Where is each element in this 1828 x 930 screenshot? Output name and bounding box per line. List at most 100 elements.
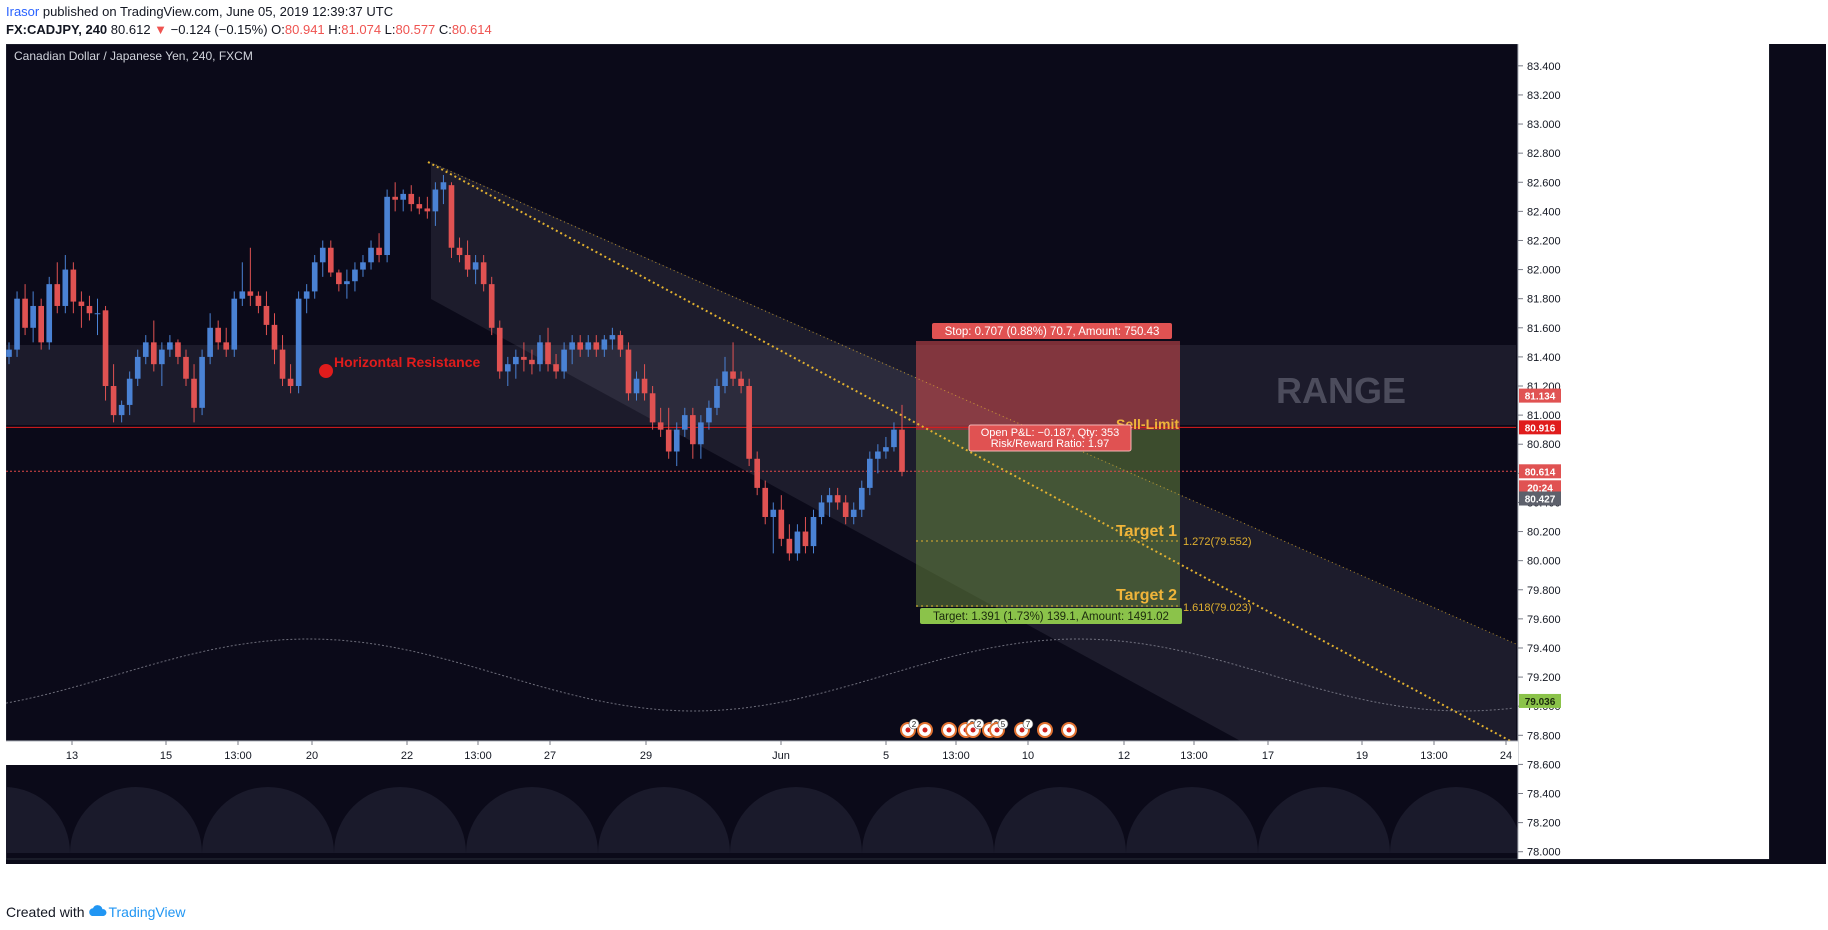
candle: [601, 335, 608, 357]
candle: [850, 502, 857, 525]
candle-body: [802, 531, 809, 547]
candle-body: [239, 291, 246, 299]
candle-body: [432, 189, 439, 212]
price-tag-label: 79.036: [1525, 697, 1556, 708]
tradingview-link[interactable]: TradingView: [108, 904, 186, 920]
candle-body: [746, 386, 752, 459]
candle-body: [54, 284, 61, 306]
candle: [488, 276, 495, 336]
y-tick-label: 79.800: [1527, 585, 1561, 597]
symbol-label: FX:CADJPY, 240: [6, 22, 108, 37]
candle: [191, 364, 197, 423]
event-dot: [1019, 727, 1025, 733]
event-dot: [994, 727, 1000, 733]
candle-body: [488, 284, 495, 328]
candle-body: [424, 208, 431, 212]
candle: [826, 487, 833, 517]
candle: [400, 189, 407, 212]
candle-body: [352, 269, 358, 282]
x-tick-label: 13:00: [1420, 750, 1448, 762]
y-tick-label: 78.800: [1527, 730, 1561, 742]
candle: [786, 524, 793, 561]
cycle-arc: [0, 787, 70, 853]
event-marker: [917, 722, 933, 738]
price-tag-label: 80.427: [1525, 495, 1556, 506]
candle: [183, 349, 189, 387]
candle: [706, 400, 712, 430]
candle-body: [126, 378, 133, 405]
candle: [327, 240, 334, 277]
candle-body: [778, 509, 785, 539]
candle-body: [86, 305, 93, 314]
y-tick-label: 78.600: [1527, 759, 1561, 771]
y-tick-label: 80.800: [1527, 439, 1561, 451]
target-info-text: Target: 1.391 (1.73%) 139.1, Amount: 149…: [933, 611, 1169, 623]
candle-body: [496, 327, 503, 372]
x-tick-label: 13: [66, 750, 78, 762]
x-tick-label: 13:00: [224, 750, 252, 762]
candle-body: [191, 378, 197, 408]
candle: [223, 327, 230, 357]
y-tick-label: 83.400: [1527, 61, 1561, 73]
x-tick-label: 12: [1118, 750, 1130, 762]
last-price: 80.612: [110, 22, 151, 37]
y-tick-label: 78.400: [1527, 789, 1561, 801]
candle: [633, 371, 640, 401]
candle: [472, 255, 479, 285]
candle: [585, 335, 592, 357]
event-dot: [905, 727, 911, 733]
channel-midline: [427, 161, 1517, 745]
candle-body: [810, 516, 817, 547]
x-tick-label: 20: [306, 750, 318, 762]
candle-body: [319, 247, 326, 263]
footer-credit: Created with TradingView: [6, 904, 186, 920]
candle-body: [673, 429, 680, 452]
candle-body: [850, 509, 857, 517]
candle: [730, 342, 736, 387]
candle: [199, 349, 205, 416]
sell-limit-label: Sell-Limit: [1116, 416, 1179, 432]
candle: [287, 364, 294, 394]
price-tag-label: 81.134: [1525, 392, 1556, 403]
candle-body: [513, 356, 519, 365]
candle: [722, 356, 728, 394]
price-tag-stop: [1519, 388, 1561, 403]
candle: [247, 247, 254, 306]
price-tag-label: 80.916: [1525, 423, 1556, 434]
chart-container[interactable]: Canadian Dollar / Japanese Yen, 240, FXC…: [0, 43, 1826, 864]
author-link[interactable]: Irasor: [6, 4, 40, 19]
candle: [770, 502, 777, 554]
candle-body: [681, 415, 688, 430]
channel-upper: [435, 164, 1517, 645]
candle: [681, 407, 688, 437]
y-tick-label: 83.200: [1527, 90, 1561, 102]
candle-body: [223, 342, 230, 350]
candle-body: [593, 342, 600, 350]
candle: [504, 356, 511, 387]
price-chart[interactable]: Canadian Dollar / Japanese Yen, 240, FXC…: [0, 43, 1826, 864]
stop-info-text: Stop: 0.707 (0.88%) 70.7, Amount: 750.43: [945, 326, 1160, 338]
candle-body: [569, 342, 575, 350]
candle-body: [183, 356, 189, 379]
candle-body: [657, 422, 664, 430]
target-info-box: [920, 608, 1182, 624]
candle-body: [38, 305, 44, 343]
candle: [842, 495, 849, 525]
candle-body: [368, 247, 374, 263]
y-tick-label: 79.200: [1527, 672, 1561, 684]
y-tick-label: 81.000: [1527, 410, 1561, 422]
candle-body: [690, 415, 696, 445]
candle: [464, 240, 471, 277]
candle-body: [279, 349, 286, 379]
candle-body: [360, 262, 366, 270]
candle: [30, 291, 36, 343]
candle: [698, 415, 704, 459]
event-marker: [941, 722, 957, 738]
candle: [14, 291, 20, 357]
price-tag-target: [1519, 693, 1561, 708]
candle: [513, 349, 519, 379]
candle: [649, 386, 656, 430]
candle-body: [698, 422, 704, 445]
target1-label: Target 1: [1116, 523, 1177, 540]
candle: [448, 182, 455, 258]
